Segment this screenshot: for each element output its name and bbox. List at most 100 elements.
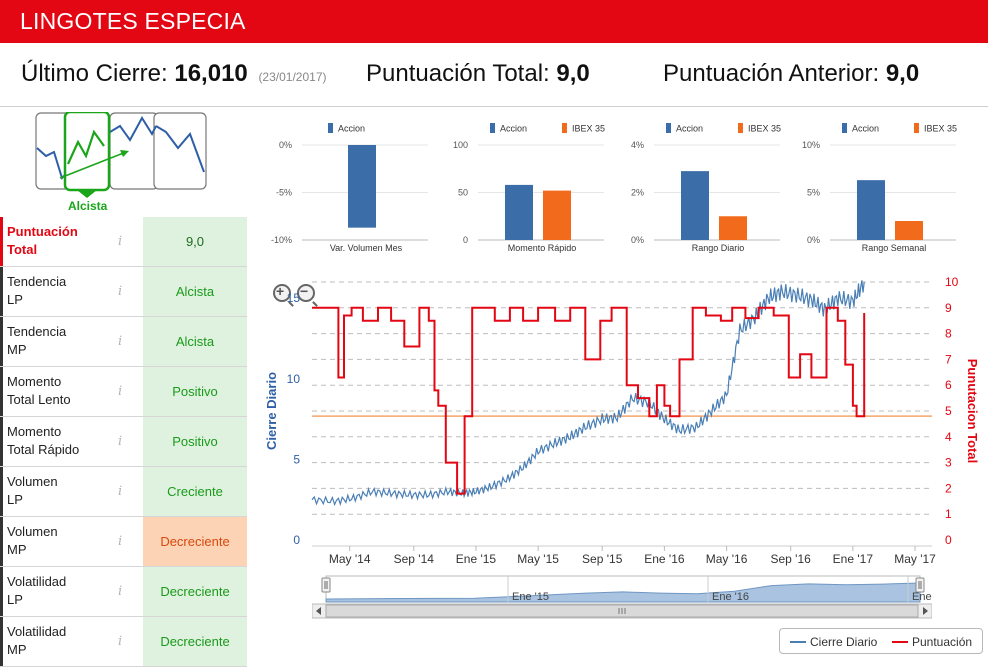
y2-tick-label: 1 bbox=[945, 507, 952, 521]
score-label-line2: MP bbox=[7, 342, 27, 357]
x-tick-label: May '14 bbox=[329, 552, 371, 566]
score-label-line2: Total bbox=[7, 242, 38, 257]
info-icon[interactable]: i bbox=[118, 584, 123, 599]
score-row-label: Momento Total Lento bbox=[0, 367, 143, 416]
info-icon[interactable]: i bbox=[118, 434, 123, 449]
x-tick-label: Ene '15 bbox=[456, 552, 497, 566]
info-icon[interactable]: i bbox=[118, 234, 123, 249]
selected-pointer-icon bbox=[77, 190, 97, 198]
info-icon[interactable]: i bbox=[118, 284, 123, 299]
score-row-value: Alcista bbox=[143, 267, 247, 316]
legend-label: Accion bbox=[676, 124, 703, 134]
y2-tick-label: 5 bbox=[945, 404, 952, 418]
y-tick-label: 0% bbox=[631, 235, 644, 245]
score-label-line2: LP bbox=[7, 592, 23, 607]
score-row-value: Decreciente bbox=[143, 617, 247, 666]
header-bar: LINGOTES ESPECIA bbox=[0, 0, 988, 43]
info-icon[interactable]: i bbox=[118, 634, 123, 649]
info-icon[interactable]: i bbox=[118, 534, 123, 549]
y-tick-label: 5 bbox=[293, 452, 300, 466]
y2-tick-label: 8 bbox=[945, 327, 952, 341]
score-row-label: Puntuación Total bbox=[0, 217, 143, 266]
score-row-value: Alcista bbox=[143, 317, 247, 366]
y-tick-label: 0% bbox=[807, 235, 820, 245]
bar[interactable] bbox=[348, 145, 376, 228]
category-label: Var. Volumen Mes bbox=[330, 243, 403, 253]
last-close-label: Último Cierre: bbox=[21, 60, 168, 87]
bar[interactable] bbox=[719, 216, 747, 240]
legend-swatch-close bbox=[790, 641, 806, 643]
scroll-left-icon[interactable] bbox=[316, 607, 321, 615]
score-label-line1: Volatilidad bbox=[7, 624, 67, 639]
y-tick-label: 10 bbox=[287, 372, 301, 386]
x-tick-label: Sep '14 bbox=[394, 552, 435, 566]
total-score: Puntuación Total: 9,0 bbox=[366, 60, 590, 88]
zoom-in-icon[interactable]: + bbox=[273, 283, 291, 302]
score-row: Puntuación Total i 9,0 bbox=[0, 217, 247, 267]
y2-tick-label: 4 bbox=[945, 430, 952, 444]
scroll-right-icon[interactable] bbox=[923, 607, 928, 615]
bar[interactable] bbox=[895, 221, 923, 240]
score-row-value: Decreciente bbox=[143, 567, 247, 616]
last-close: Último Cierre: 16,010 (23/01/2017) bbox=[21, 60, 327, 88]
series-score-line[interactable] bbox=[312, 306, 866, 495]
category-label: Rango Diario bbox=[692, 243, 745, 253]
arrow-head-icon bbox=[120, 150, 129, 157]
legend-item-close[interactable]: Cierre Diario bbox=[810, 635, 878, 649]
score-row-value: Creciente bbox=[143, 467, 247, 516]
y2-tick-label: 3 bbox=[945, 456, 952, 470]
score-row-value: Positivo bbox=[143, 417, 247, 466]
x-tick-label: Ene '17 bbox=[833, 552, 874, 566]
category-label: Momento Rápido bbox=[508, 243, 577, 253]
score-row-label: Volatilidad LP bbox=[0, 567, 143, 616]
previous-score-value: 9,0 bbox=[885, 60, 920, 87]
summary-strip: Último Cierre: 16,010 (23/01/2017) Puntu… bbox=[0, 43, 988, 107]
navigator-handle[interactable] bbox=[321, 577, 331, 593]
legend-swatch bbox=[738, 123, 743, 133]
info-icon[interactable]: i bbox=[118, 484, 123, 499]
legend-swatch-score bbox=[892, 641, 908, 643]
chart-legend: Cierre Diario Puntuación bbox=[779, 628, 983, 654]
score-label-line1: Volumen bbox=[7, 474, 58, 489]
range-navigator[interactable]: Ene '15 Ene '16 Ene '17 bbox=[312, 572, 932, 620]
score-label-line1: Tendencia bbox=[7, 274, 67, 289]
previous-score-label: Puntuación Anterior: bbox=[663, 60, 880, 87]
mini-chart: Accion 0% -5% -10% Var. Volumen Mes bbox=[271, 123, 428, 253]
bar[interactable] bbox=[857, 180, 885, 240]
comparison-bar-charts: Accion 0% -5% -10% Var. Volumen Mes Accion IBE… bbox=[271, 123, 957, 253]
trend-card-lateral bbox=[109, 112, 159, 190]
mini-chart: Accion IBEX 35 0 50 100 Momento Rápido bbox=[453, 123, 605, 253]
bar[interactable] bbox=[681, 171, 709, 240]
legend-label: Accion bbox=[338, 124, 365, 134]
y2-tick-label: 7 bbox=[945, 352, 952, 366]
score-row-label: Tendencia MP bbox=[0, 317, 143, 366]
navigator-tick-label: Ene '16 bbox=[712, 591, 749, 603]
info-icon[interactable]: i bbox=[118, 384, 123, 399]
series-close-line[interactable] bbox=[311, 280, 865, 507]
previous-score: Puntuación Anterior: 9,0 bbox=[663, 60, 919, 88]
legend-swatch bbox=[666, 123, 671, 133]
y2-axis-title: Punutacion Total bbox=[965, 359, 980, 463]
price-score-chart[interactable]: 0 1 2 3 4 5 6 7 8 9 10 0 5 10 15 Cierre Diario Punutacio… bbox=[262, 270, 988, 610]
legend-swatch bbox=[328, 123, 333, 133]
zoom-in-glyph: + bbox=[276, 283, 285, 299]
score-label-line2: Total Lento bbox=[7, 392, 71, 407]
legend-swatch bbox=[490, 123, 495, 133]
trend-line-mid bbox=[109, 116, 157, 142]
navigator-handle[interactable] bbox=[915, 577, 925, 593]
bar[interactable] bbox=[505, 184, 533, 240]
trend-line-right bbox=[155, 125, 205, 173]
legend-item-score[interactable]: Puntuación bbox=[912, 635, 973, 649]
score-row: Volumen MP i Decreciente bbox=[0, 517, 247, 567]
info-icon[interactable]: i bbox=[118, 334, 123, 349]
zoom-out-icon[interactable]: − bbox=[297, 283, 315, 302]
score-row-value: Decreciente bbox=[143, 517, 247, 566]
x-tick-label: Ene '16 bbox=[644, 552, 685, 566]
score-row-value: 9,0 bbox=[143, 217, 247, 266]
trend-line-selected bbox=[66, 129, 105, 165]
bar[interactable] bbox=[543, 190, 571, 240]
x-tick-label: Sep '15 bbox=[582, 552, 623, 566]
trend-indicator bbox=[35, 112, 207, 198]
y-tick-label: -5% bbox=[276, 188, 292, 198]
score-label-line2: LP bbox=[7, 492, 23, 507]
